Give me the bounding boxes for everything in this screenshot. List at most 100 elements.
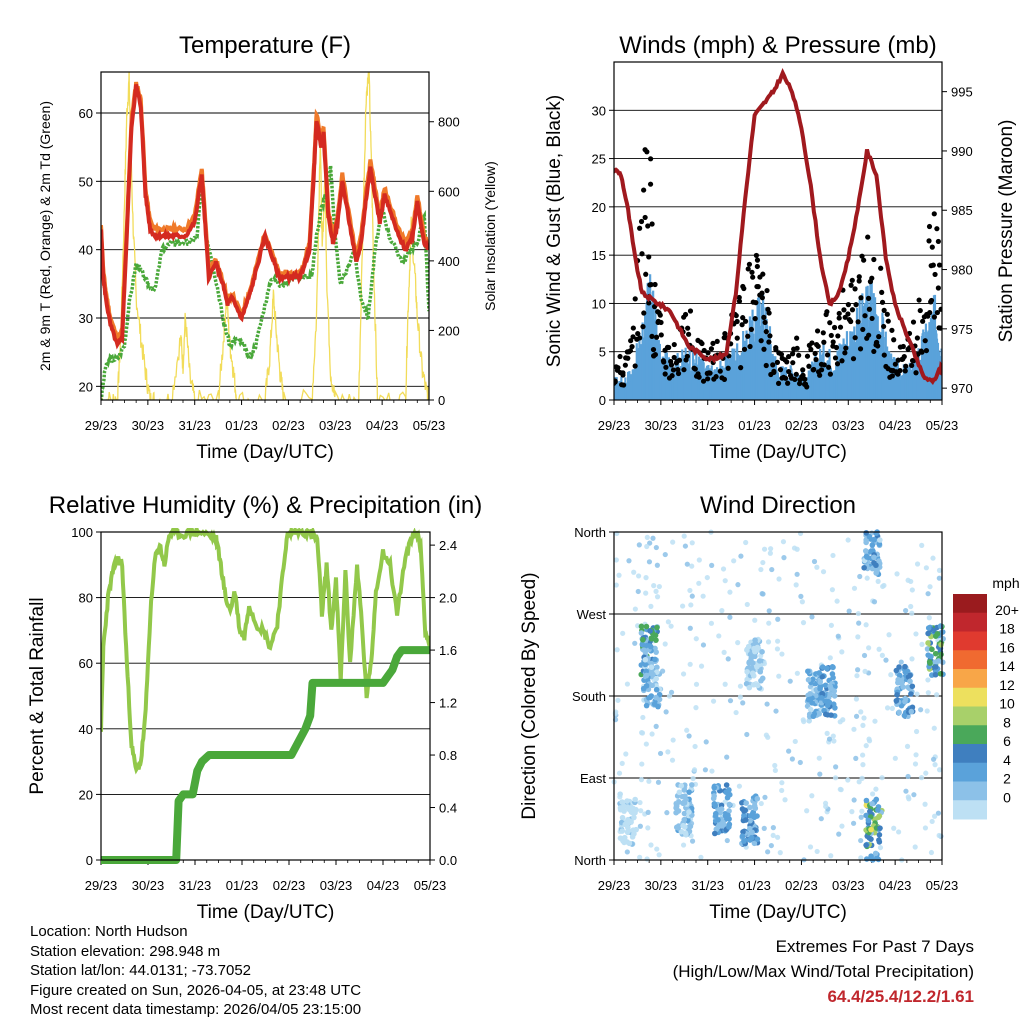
gust-point (800, 372, 806, 378)
direction-point (836, 831, 842, 837)
gust-point (632, 363, 638, 369)
direction-point (867, 808, 873, 815)
gust-point (821, 339, 827, 345)
direction-point (754, 663, 760, 670)
direction-point (646, 695, 652, 701)
direction-point (738, 553, 744, 559)
direction-point (617, 835, 624, 841)
series-2m-dewpoint (101, 165, 429, 400)
colorbar-label: 18 (999, 621, 1015, 637)
gust-point (670, 367, 677, 373)
colorbar-swatch (953, 687, 987, 707)
gust-point (859, 253, 865, 259)
direction-point (668, 623, 674, 629)
direction-point (648, 664, 655, 671)
gust-point (615, 365, 621, 371)
humidity-series-group (101, 528, 430, 864)
gust-point (648, 281, 654, 288)
direction-point (626, 840, 633, 847)
ytick-label-right: 600 (438, 184, 460, 199)
ytick-label-right: 970 (951, 381, 973, 396)
direction-point (726, 801, 733, 808)
gust-point (764, 287, 770, 294)
direction-point (777, 850, 783, 856)
direction-point (832, 775, 839, 781)
gust-point (820, 330, 826, 336)
gust-point (800, 367, 806, 373)
direction-point (851, 726, 857, 732)
gust-point (866, 306, 873, 312)
direction-point (756, 658, 763, 664)
yaxis-label: Direction (Colored By Speed) (519, 572, 540, 819)
gust-point (700, 378, 707, 384)
gust-point (699, 340, 705, 347)
ytick-label-right: 985 (951, 203, 973, 218)
direction-point (735, 640, 741, 646)
direction-point (866, 533, 873, 540)
direction-point (689, 540, 695, 546)
gust-point (842, 350, 848, 356)
direction-point (739, 833, 746, 839)
gust-point (789, 351, 796, 357)
direction-point (737, 683, 744, 689)
gust-point (860, 326, 866, 333)
direction-point (710, 795, 717, 802)
gust-point (876, 334, 882, 340)
gust-point (826, 364, 832, 370)
direction-point (639, 761, 645, 767)
gust-point (804, 384, 810, 390)
direction-point (653, 686, 660, 693)
gust-point (848, 318, 854, 325)
direction-series-group (611, 529, 946, 863)
direction-point (824, 730, 830, 736)
direction-point (864, 575, 870, 581)
colorbar-swatch (953, 762, 987, 782)
direction-point (772, 767, 778, 774)
direction-point (776, 576, 782, 582)
direction-point (932, 650, 939, 657)
direction-point (827, 655, 833, 661)
gust-point (710, 340, 716, 346)
recent-text: Most recent data timestamp: 2026/04/05 2… (30, 1001, 362, 1018)
direction-point (824, 665, 830, 672)
gust-point (884, 311, 890, 317)
gust-point (938, 306, 942, 312)
ytick-label: East (580, 771, 606, 786)
gust-point (641, 310, 647, 316)
direction-point (644, 534, 650, 540)
xtick-label: 04/23 (879, 878, 912, 893)
direction-point (814, 564, 820, 570)
gust-point (630, 334, 636, 340)
direction-point (908, 578, 914, 585)
colorbar-label: 10 (999, 696, 1015, 712)
direction-point (744, 731, 750, 738)
direction-point (652, 656, 658, 663)
direction-point (656, 852, 662, 858)
direction-point (653, 694, 659, 701)
direction-point (858, 855, 864, 861)
direction-point (708, 620, 715, 626)
direction-point (871, 536, 877, 543)
gust-point (881, 352, 887, 358)
direction-point (669, 757, 676, 763)
gust-point (856, 278, 862, 284)
direction-point (913, 631, 919, 637)
extremes-subtitle: (High/Low/Max Wind/Total Precipitation) (672, 962, 974, 981)
direction-point (826, 699, 833, 706)
direction-point (621, 808, 627, 814)
direction-point (923, 770, 929, 776)
direction-point (861, 715, 867, 721)
gust-point (692, 366, 698, 372)
direction-point (643, 590, 649, 596)
direction-point (631, 814, 637, 821)
direction-point (703, 739, 709, 745)
direction-point (862, 548, 869, 554)
gust-point (901, 354, 907, 360)
gust-point (641, 187, 647, 193)
gust-point (914, 335, 920, 341)
direction-point (892, 755, 898, 761)
gust-point (734, 318, 740, 325)
direction-point (830, 552, 836, 559)
direction-point (876, 832, 883, 838)
